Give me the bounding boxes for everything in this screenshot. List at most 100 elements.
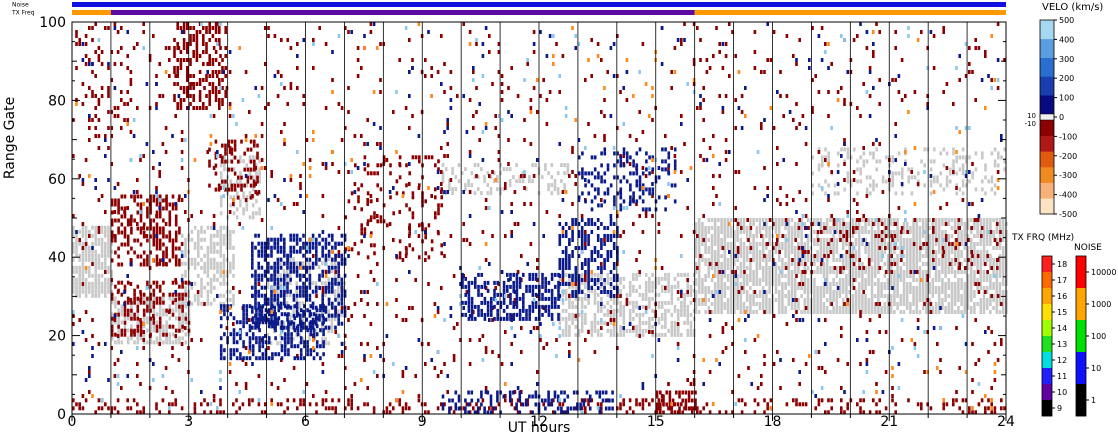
data-cell — [454, 175, 458, 180]
data-cell — [835, 302, 839, 306]
data-cell — [225, 241, 229, 246]
data-cell — [865, 159, 869, 164]
data-cell — [110, 249, 113, 254]
data-cell — [113, 406, 117, 411]
data-cell — [976, 278, 979, 282]
data-cell — [91, 262, 94, 266]
data-cell — [713, 306, 717, 310]
data-cell — [571, 300, 574, 305]
data-cell — [203, 285, 206, 290]
data-cell — [761, 218, 765, 222]
data-cell — [877, 306, 880, 310]
data-cell — [880, 238, 884, 242]
data-cell — [155, 300, 159, 305]
data-cell — [205, 46, 208, 50]
data-cell — [886, 242, 890, 246]
data-cell — [184, 253, 187, 258]
data-cell — [340, 106, 344, 110]
data-cell — [989, 274, 992, 278]
data-cell — [925, 222, 928, 226]
data-cell — [752, 310, 755, 314]
data-cell — [203, 269, 206, 274]
data-cell — [208, 26, 211, 30]
data-cell — [561, 410, 565, 415]
data-cell — [123, 320, 127, 325]
data-cell — [146, 254, 149, 259]
data-cell — [752, 246, 755, 250]
data-cell — [683, 304, 686, 309]
data-cell — [950, 270, 954, 274]
data-cell — [909, 266, 912, 270]
data-cell — [694, 282, 698, 286]
data-cell — [858, 258, 861, 262]
data-cell — [905, 290, 909, 294]
data-cell — [678, 410, 681, 415]
data-cell — [880, 310, 883, 314]
data-cell — [296, 406, 299, 411]
data-cell — [253, 179, 256, 184]
data-cell — [861, 294, 864, 298]
data-cell — [182, 90, 186, 94]
data-cell — [600, 320, 603, 325]
data-cell — [845, 250, 849, 254]
data-cell — [249, 139, 253, 144]
data-cell — [752, 294, 755, 298]
data-cell — [819, 246, 823, 250]
data-cell — [905, 262, 909, 266]
data-cell — [123, 194, 127, 199]
data-cell — [600, 402, 603, 407]
data-cell — [195, 54, 199, 58]
data-cell — [877, 294, 880, 298]
data-cell — [107, 245, 110, 250]
data-cell — [279, 333, 282, 338]
data-cell — [638, 324, 642, 329]
data-cell — [749, 250, 752, 254]
data-cell — [344, 406, 347, 411]
data-cell — [683, 308, 686, 313]
data-cell — [699, 410, 702, 415]
data-cell — [966, 250, 970, 254]
data-cell — [944, 254, 947, 258]
data-cell — [193, 225, 197, 230]
data-cell — [989, 294, 992, 298]
data-cell — [321, 286, 325, 290]
data-cell — [327, 257, 330, 262]
data-cell — [787, 302, 791, 306]
data-cell — [877, 290, 880, 294]
data-cell — [899, 302, 903, 306]
data-cell — [787, 258, 791, 262]
data-cell — [867, 254, 871, 258]
data-cell — [825, 226, 829, 230]
data-cell — [72, 398, 75, 403]
data-cell — [883, 250, 887, 254]
data-cell — [302, 402, 305, 407]
data-cell — [165, 340, 168, 345]
data-cell — [84, 281, 88, 286]
data-cell — [286, 102, 289, 106]
data-cell — [468, 410, 472, 415]
data-cell — [568, 300, 571, 305]
data-cell — [951, 242, 954, 246]
data-cell — [774, 270, 778, 274]
data-cell — [913, 175, 917, 180]
data-cell — [717, 298, 720, 302]
data-cell — [998, 218, 1002, 222]
data-cell — [561, 402, 565, 407]
data-cell — [877, 234, 881, 238]
data-cell — [94, 257, 97, 262]
data-cell — [969, 218, 973, 222]
data-cell — [94, 114, 97, 118]
data-cell — [174, 258, 178, 263]
data-cell — [223, 167, 226, 172]
data-cell — [209, 301, 213, 306]
data-cell — [854, 222, 858, 226]
data-cell — [158, 242, 162, 247]
data-cell — [223, 163, 226, 168]
data-cell — [825, 266, 829, 270]
data-cell — [686, 292, 690, 297]
data-cell — [596, 308, 600, 313]
data-cell — [733, 238, 736, 242]
data-cell — [795, 398, 798, 403]
data-cell — [676, 328, 680, 333]
data-cell — [848, 222, 851, 226]
